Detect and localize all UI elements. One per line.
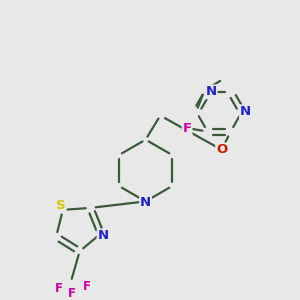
Text: N: N bbox=[240, 105, 251, 118]
Text: N: N bbox=[140, 196, 151, 209]
Text: N: N bbox=[98, 230, 109, 242]
Text: O: O bbox=[216, 143, 227, 156]
Text: F: F bbox=[68, 287, 76, 300]
Text: S: S bbox=[56, 199, 65, 212]
Text: F: F bbox=[182, 122, 192, 135]
Text: F: F bbox=[54, 282, 62, 295]
Text: F: F bbox=[83, 280, 91, 293]
Text: N: N bbox=[206, 85, 217, 98]
